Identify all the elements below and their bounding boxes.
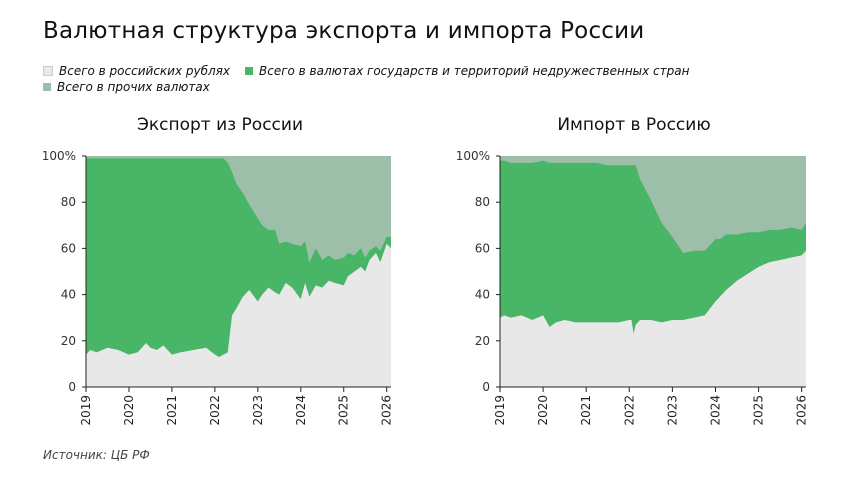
legend-label-rub: Всего в российских рублях [59,64,230,78]
y-tick-label-import: 20 [475,334,490,348]
x-tick-label-import: 2022 [622,395,636,426]
x-tick-label-import: 2025 [752,395,766,426]
page-title: Валютная структура экспорта и импорта Ро… [43,18,645,44]
x-tick-label-export: 2022 [208,395,222,426]
legend-item-unfriendly: Всего в валютах государств и территорий … [245,64,689,78]
legend-swatch-rub [43,66,53,76]
legend-label-unfriendly: Всего в валютах государств и территорий … [259,64,690,78]
legend-swatch-other [43,83,51,91]
x-tick-label-import: 2019 [493,395,507,426]
legend-item-other: Всего в прочих валютах [43,80,210,94]
y-tick-label-import: 40 [475,288,490,302]
source-note: Источник: ЦБ РФ [43,448,150,462]
x-tick-label-export: 2025 [337,395,351,426]
legend-item-rub: Всего в российских рублях [43,64,230,78]
chart-title-import: Импорт в Россию [557,115,711,135]
area-rub-export [86,243,391,387]
x-tick-label-export: 2024 [294,395,308,426]
y-tick-label-export: 80 [61,195,76,209]
x-tick-label-export: 2019 [79,395,93,426]
y-tick-label-export: 60 [61,241,76,255]
x-tick-label-export: 2020 [122,395,136,426]
x-tick-label-import: 2024 [708,395,722,426]
legend-swatch-unfriendly [245,67,253,75]
x-tick-label-import: 2021 [579,395,593,426]
x-tick-label-export: 2026 [380,395,394,426]
y-tick-label-import: 80 [475,195,490,209]
y-tick-label-import: 60 [475,241,490,255]
y-tick-label-export: 0 [68,380,76,394]
area-unfriendly-export [86,158,391,357]
chart-title-export: Экспорт из России [136,115,304,135]
y-tick-label-import: 100% [456,149,490,163]
x-tick-label-export: 2021 [165,395,179,426]
x-tick-label-import: 2023 [665,395,679,426]
y-tick-label-export: 40 [61,288,76,302]
x-tick-label-import: 2020 [536,395,550,426]
y-tick-label-export: 20 [61,334,76,348]
x-tick-label-export: 2023 [251,395,265,426]
legend-label-other: Всего в прочих валютах [57,80,210,94]
area-rub-import [500,250,806,387]
y-tick-label-export: 100% [42,149,76,163]
area-unfriendly-import [500,160,806,334]
y-tick-label-import: 0 [482,380,490,394]
x-tick-label-import: 2026 [795,395,809,426]
